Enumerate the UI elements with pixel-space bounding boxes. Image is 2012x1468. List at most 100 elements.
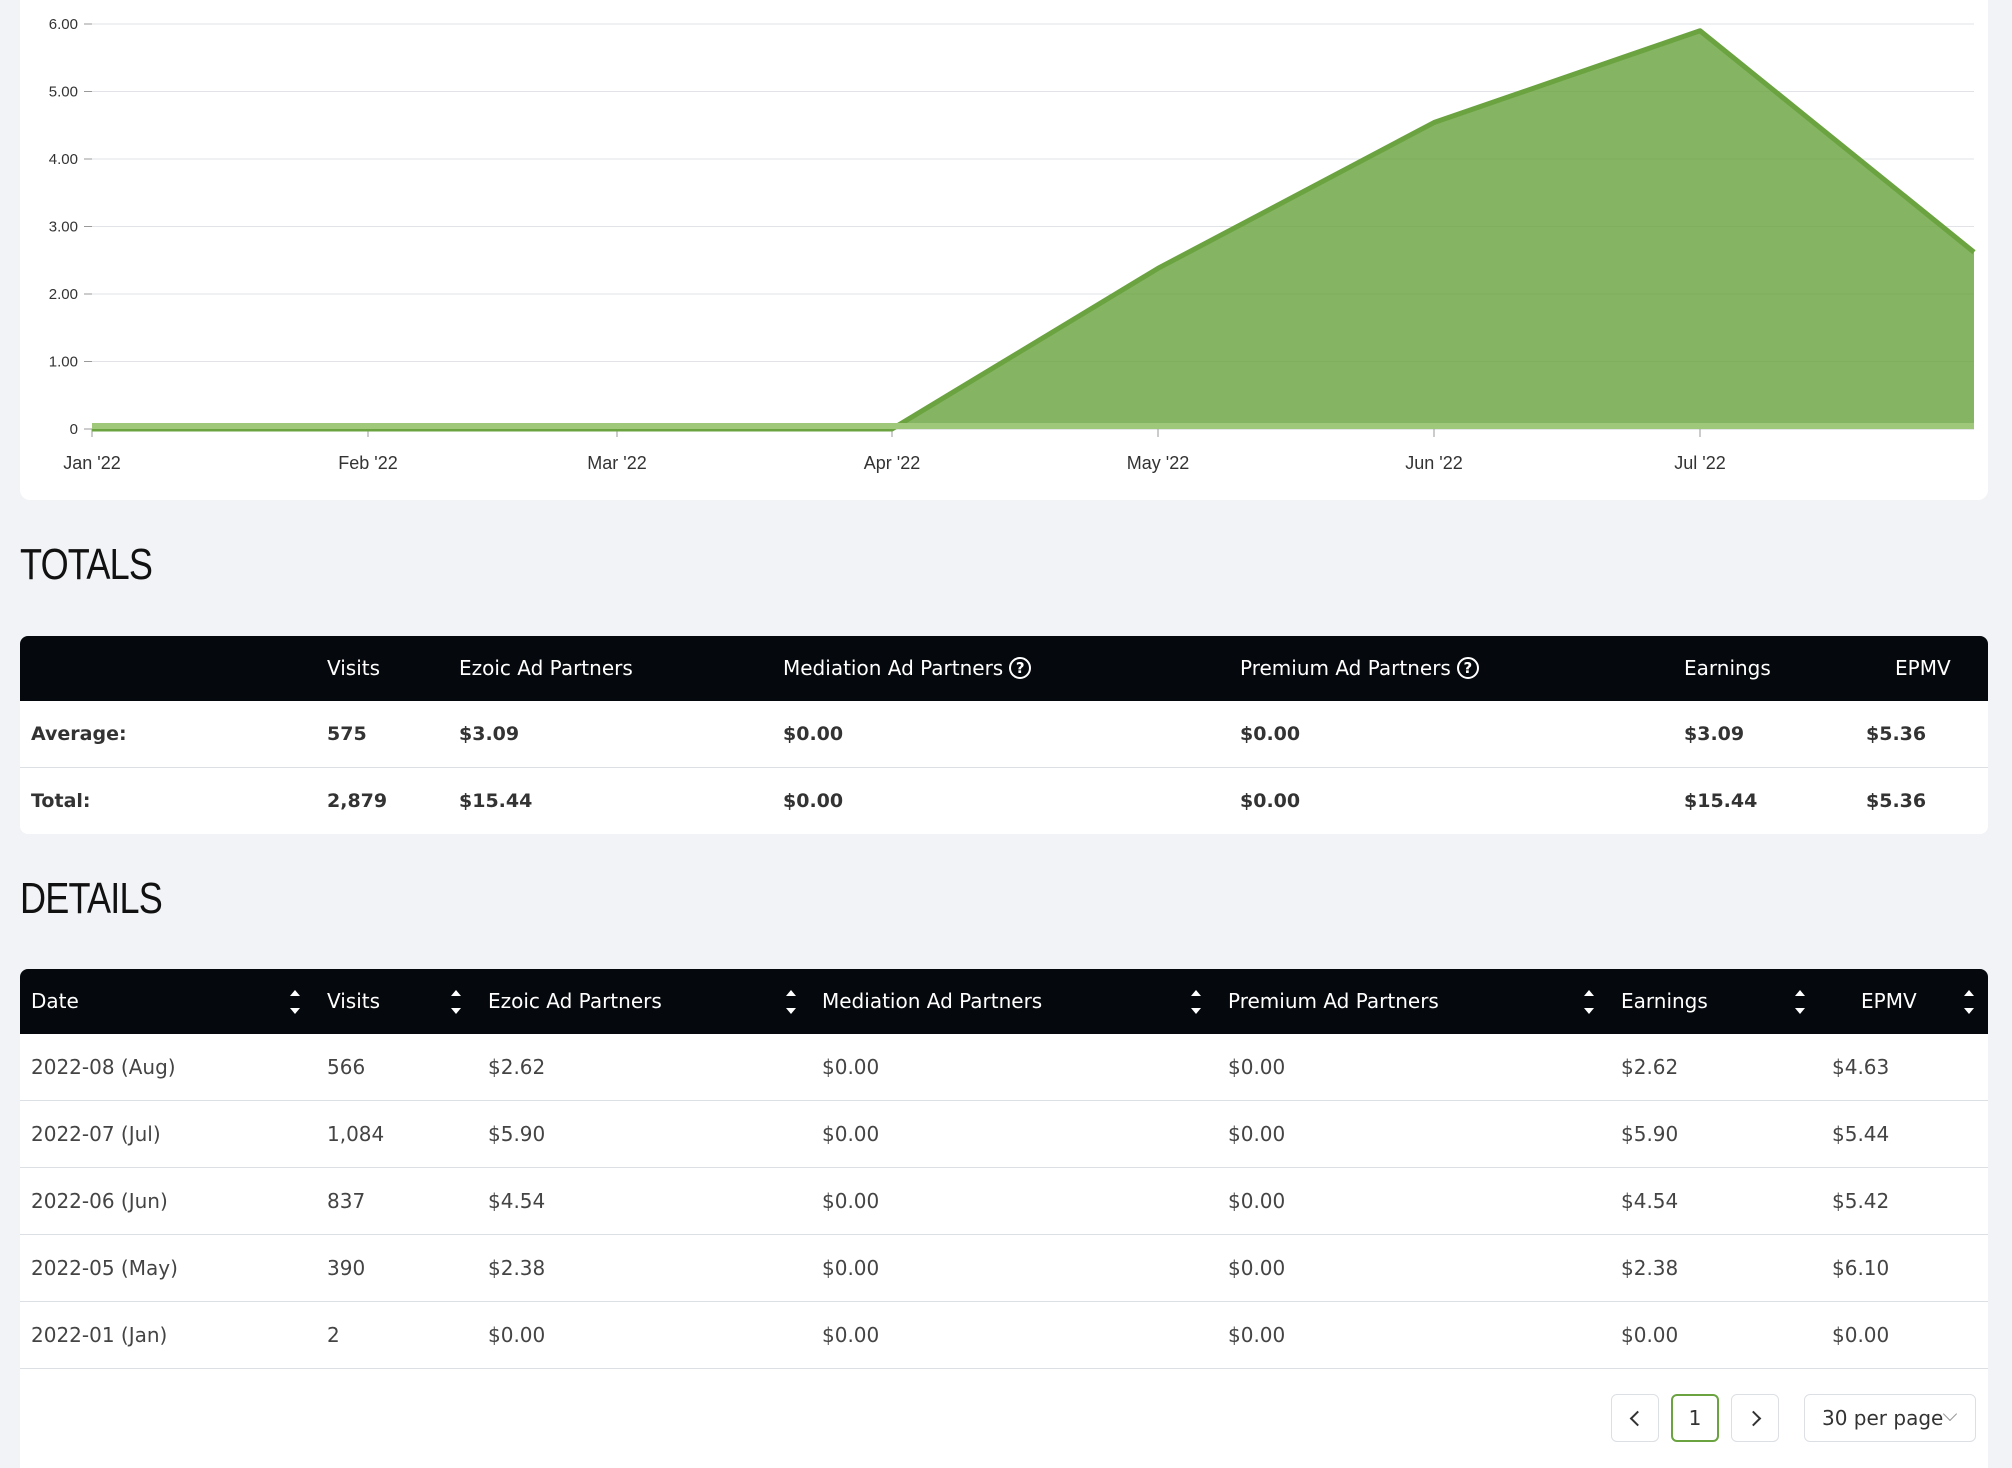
x-tick-label: Mar '22 <box>587 453 646 473</box>
totals-header-premium-label: Premium Ad Partners <box>1240 656 1451 680</box>
cell-earnings: $2.62 <box>1621 1055 1679 1079</box>
per-page-value: 30 per page <box>1822 1406 1944 1430</box>
per-page-select[interactable]: 30 per page <box>1804 1394 1976 1442</box>
cell-epmv: $5.44 <box>1832 1122 1890 1146</box>
table-row: 2022-06 (Jun) 837 $4.54 $0.00 $0.00 $4.5… <box>20 1168 1988 1235</box>
help-icon[interactable]: ? <box>1009 656 1032 679</box>
cell-ezoic: $2.62 <box>488 1055 546 1079</box>
x-tick-label: Jan '22 <box>63 453 120 473</box>
cell-visits: 1,084 <box>327 1122 385 1146</box>
totals-row-label: Total: <box>31 790 91 812</box>
y-tick-label: 4.00 <box>49 151 78 168</box>
cell-date: 2022-05 (May) <box>31 1256 178 1280</box>
details-table: Date Visits Ezoic Ad Partners Mediation … <box>20 969 1988 1468</box>
y-tick-label: 6.00 <box>49 16 78 33</box>
totals-header-mediation-label: Mediation Ad Partners <box>783 656 1004 680</box>
totals-row-average: Average: 575 $3.09 $0.00 $0.00 $3.09 $5.… <box>20 701 1988 768</box>
x-tick-label: Jun '22 <box>1405 453 1462 473</box>
totals-cell-visits: 2,879 <box>327 790 388 812</box>
cell-premium: $0.00 <box>1228 1122 1286 1146</box>
cell-mediation: $0.00 <box>822 1122 880 1146</box>
cell-ezoic: $5.90 <box>488 1122 546 1146</box>
sort-icon[interactable] <box>1962 987 1976 1017</box>
cell-ezoic: $4.54 <box>488 1189 546 1213</box>
y-tick-label: 2.00 <box>49 286 78 303</box>
sort-icon[interactable] <box>784 987 798 1017</box>
cell-mediation: $0.00 <box>822 1256 880 1280</box>
page-1-button[interactable]: 1 <box>1671 1394 1719 1442</box>
totals-header-mediation: Mediation Ad Partners? <box>783 636 1032 701</box>
totals-cell-mediation: $0.00 <box>783 723 844 745</box>
totals-header-earnings: Earnings <box>1684 656 1771 680</box>
details-header-earnings[interactable]: Earnings <box>1621 989 1708 1013</box>
cell-earnings: $0.00 <box>1621 1323 1679 1347</box>
table-row: 2022-05 (May) 390 $2.38 $0.00 $0.00 $2.3… <box>20 1235 1988 1302</box>
cell-premium: $0.00 <box>1228 1055 1286 1079</box>
cell-date: 2022-07 (Jul) <box>31 1122 161 1146</box>
pagination: 1 30 per page <box>20 1369 1988 1468</box>
totals-cell-premium: $0.00 <box>1240 790 1301 812</box>
totals-cell-epmv: $5.36 <box>1866 790 1927 812</box>
details-header-mediation[interactable]: Mediation Ad Partners <box>822 989 1043 1013</box>
series-area <box>92 30 1974 429</box>
y-tick-label: 5.00 <box>49 84 78 101</box>
sort-icon[interactable] <box>449 987 463 1017</box>
cell-earnings: $2.38 <box>1621 1256 1679 1280</box>
totals-cell-visits: 575 <box>327 723 367 745</box>
x-tick-label: Feb '22 <box>338 453 397 473</box>
cell-mediation: $0.00 <box>822 1055 880 1079</box>
totals-header-ezoic: Ezoic Ad Partners <box>459 656 633 680</box>
cell-mediation: $0.00 <box>822 1323 880 1347</box>
sort-icon[interactable] <box>1189 987 1203 1017</box>
cell-ezoic: $0.00 <box>488 1323 546 1347</box>
cell-visits: 566 <box>327 1055 366 1079</box>
cell-premium: $0.00 <box>1228 1256 1286 1280</box>
sort-icon[interactable] <box>1793 987 1807 1017</box>
table-row: 2022-01 (Jan) 2 $0.00 $0.00 $0.00 $0.00 … <box>20 1302 1988 1369</box>
cell-visits: 837 <box>327 1189 366 1213</box>
cell-mediation: $0.00 <box>822 1189 880 1213</box>
details-header-date[interactable]: Date <box>31 989 79 1013</box>
chevron-down-icon <box>1942 1406 1958 1422</box>
totals-cell-premium: $0.00 <box>1240 723 1301 745</box>
series-zero-band <box>92 423 1974 429</box>
cell-premium: $0.00 <box>1228 1323 1286 1347</box>
cell-epmv: $0.00 <box>1832 1323 1890 1347</box>
y-tick-label: 1.00 <box>49 354 78 371</box>
totals-header-premium: Premium Ad Partners? <box>1240 636 1479 701</box>
earnings-area-chart: 0 1.00 2.00 3.00 4.00 5.00 6.00 Jan '22 Feb '22 M… <box>49 16 1976 473</box>
cell-earnings: $4.54 <box>1621 1189 1679 1213</box>
cell-ezoic: $2.38 <box>488 1256 546 1280</box>
details-header-visits[interactable]: Visits <box>327 989 381 1013</box>
cell-date: 2022-08 (Aug) <box>31 1055 176 1079</box>
pagination-bar: 1 30 per page <box>20 1369 1988 1468</box>
sort-icon[interactable] <box>1582 987 1596 1017</box>
cell-earnings: $5.90 <box>1621 1122 1679 1146</box>
cell-date: 2022-06 (Jun) <box>31 1189 168 1213</box>
y-tick-label: 3.00 <box>49 219 78 236</box>
sort-icon[interactable] <box>288 987 302 1017</box>
totals-title: TOTALS <box>20 540 153 589</box>
totals-cell-mediation: $0.00 <box>783 790 844 812</box>
totals-cell-epmv: $5.36 <box>1866 723 1927 745</box>
details-header-ezoic[interactable]: Ezoic Ad Partners <box>488 989 662 1013</box>
help-icon[interactable]: ? <box>1456 656 1479 679</box>
totals-table-header: Visits Ezoic Ad Partners Mediation Ad Pa… <box>20 636 1988 701</box>
cell-epmv: $5.42 <box>1832 1189 1890 1213</box>
details-header-epmv[interactable]: EPMV <box>1861 989 1917 1013</box>
totals-header-epmv: EPMV <box>1895 656 1951 680</box>
totals-cell-earnings: $15.44 <box>1684 790 1758 812</box>
details-header-premium[interactable]: Premium Ad Partners <box>1228 989 1439 1013</box>
cell-visits: 390 <box>327 1256 366 1280</box>
prev-page-button[interactable] <box>1611 1394 1659 1442</box>
cell-epmv: $4.63 <box>1832 1055 1890 1079</box>
totals-header-visits: Visits <box>327 656 381 680</box>
details-title: DETAILS <box>20 874 163 923</box>
totals-row-total: Total: 2,879 $15.44 $0.00 $0.00 $15.44 $… <box>20 768 1988 834</box>
cell-premium: $0.00 <box>1228 1189 1286 1213</box>
totals-cell-ezoic: $3.09 <box>459 723 520 745</box>
totals-cell-ezoic: $15.44 <box>459 790 533 812</box>
table-row: 2022-08 (Aug) 566 $2.62 $0.00 $0.00 $2.6… <box>20 1034 1988 1101</box>
x-tick-label: May '22 <box>1127 453 1189 473</box>
next-page-button[interactable] <box>1731 1394 1779 1442</box>
